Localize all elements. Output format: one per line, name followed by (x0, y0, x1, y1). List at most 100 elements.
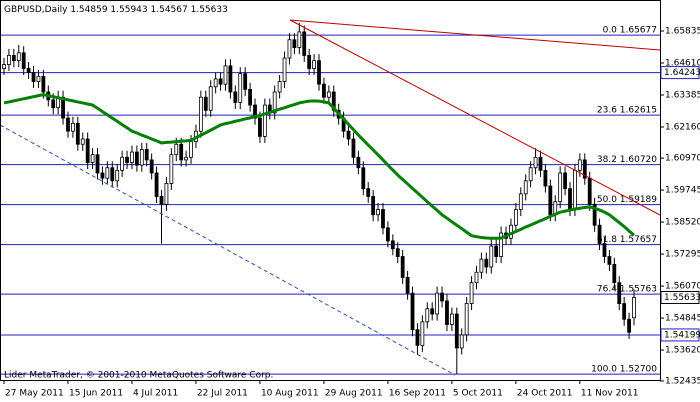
candle-body (582, 159, 587, 179)
candle-body (282, 57, 287, 82)
x-tick-label: 24 Oct 2011 (517, 389, 573, 399)
y-tick-label: 1.62160 (665, 122, 700, 132)
candle-body (228, 65, 233, 93)
fib-label: 50.0 1.59189 (597, 195, 657, 205)
y-tick-label: 1.56070 (665, 282, 700, 292)
candle-body (622, 303, 627, 320)
candle-body (469, 282, 474, 304)
candle-body (218, 78, 223, 85)
fib-label: 76.4 1.55763 (597, 285, 657, 295)
candle-body (134, 151, 139, 166)
candle-body (533, 156, 538, 169)
candle-body (607, 256, 612, 265)
candle-body (351, 138, 356, 158)
candle-body (233, 91, 238, 103)
candle-body (513, 209, 518, 226)
candle-body (400, 256, 405, 278)
candle-body (144, 149, 149, 161)
candle-body (430, 308, 435, 315)
candle-body (11, 55, 16, 62)
x-tick-label: 11 Nov 2011 (581, 389, 639, 399)
candle-body (302, 31, 307, 56)
candle-body (317, 60, 321, 85)
candle-body (454, 313, 459, 349)
candle-body (248, 88, 252, 106)
candle-body (494, 245, 499, 257)
y-tick-label: 1.64610 (665, 59, 700, 69)
y-tick-label: 1.65835 (665, 27, 700, 37)
candle-body (568, 188, 572, 210)
moving-average (3, 93, 635, 240)
candle-body (376, 209, 380, 216)
candle-body (563, 172, 567, 190)
candle-body (90, 154, 95, 163)
candle-body (243, 73, 248, 90)
candle-body (2, 64, 6, 69)
candle-body (617, 282, 622, 304)
candle-body (312, 60, 316, 69)
candle-body (356, 156, 361, 169)
candle-body (16, 52, 21, 62)
candle-body (479, 258, 484, 273)
candle-body (149, 159, 154, 174)
candle-body (435, 292, 440, 315)
candle-body (307, 55, 312, 69)
candle-body (51, 99, 56, 109)
x-tick-label: 5 Oct 2011 (453, 389, 503, 399)
fib-label: 100.0 1.52700 (591, 365, 657, 375)
fib-label: 23.6 1.62615 (597, 106, 657, 116)
channel-line (0, 124, 456, 376)
candle-body (632, 297, 636, 319)
candle-body (410, 292, 415, 331)
candle-body (277, 81, 282, 93)
candle-body (543, 169, 548, 187)
candle-body (361, 167, 366, 190)
candle-body (36, 75, 41, 82)
candle-body (26, 68, 31, 73)
candle-body (287, 39, 292, 59)
candle-body (292, 39, 297, 48)
x-tick-label: 16 Sep 2011 (389, 389, 446, 399)
candle-body (445, 300, 449, 325)
candle-body (80, 138, 85, 145)
candle-body (464, 303, 469, 336)
plot-layer (0, 22, 660, 375)
candle-body (499, 232, 504, 257)
fib-label: 38.2 1.60720 (597, 155, 657, 165)
candle-body (415, 329, 420, 346)
candle-body (371, 196, 376, 216)
candle-body (390, 240, 395, 250)
candle-body (223, 65, 228, 85)
candle-body (474, 271, 479, 284)
candle-body (484, 258, 489, 268)
x-tick-label: 15 Jun 2011 (69, 389, 123, 399)
candle-body (198, 96, 203, 132)
trend-line (289, 19, 661, 51)
candle-body (592, 203, 597, 226)
candle-body (174, 143, 179, 156)
candle-body (420, 321, 425, 346)
y-tick-label: 1.63385 (665, 91, 700, 101)
candle-body (125, 156, 129, 163)
candle-body (297, 31, 302, 48)
y-tick-label: 1.57295 (665, 250, 700, 260)
x-tick-label: 29 Aug 2011 (325, 389, 383, 399)
candle-body (381, 209, 385, 229)
candle-body (627, 318, 631, 333)
candle-body (238, 73, 243, 103)
x-tick-label: 10 Aug 2011 (261, 389, 319, 399)
candle-body (326, 91, 331, 98)
chart-title: GBPUSD,Daily 1.54859 1.55943 1.54567 1.5… (4, 5, 228, 15)
candle-body (130, 151, 134, 163)
x-tick-label: 27 May 2011 (5, 389, 64, 399)
candle-body (587, 177, 592, 205)
candle-body (71, 122, 75, 132)
candle-body (262, 104, 267, 137)
candle-body (548, 185, 553, 216)
candle-body (577, 159, 582, 171)
candle-body (179, 143, 184, 161)
candle-body (31, 72, 36, 82)
candle-body (366, 188, 371, 197)
price-label: 1.54199 (664, 330, 700, 340)
